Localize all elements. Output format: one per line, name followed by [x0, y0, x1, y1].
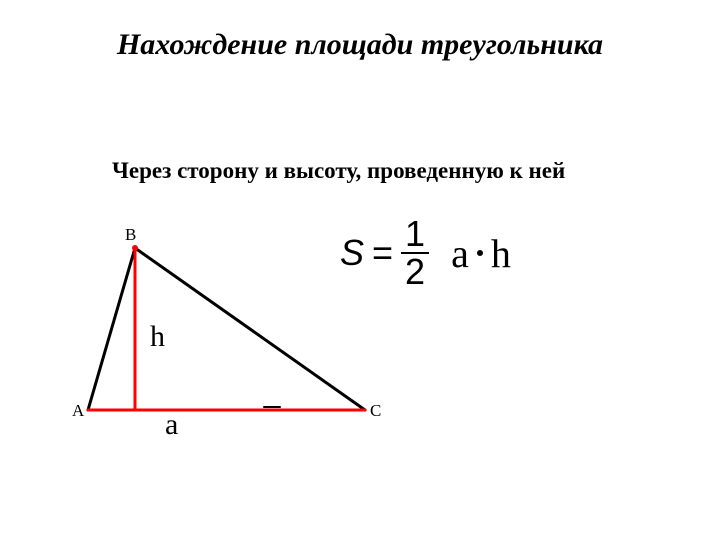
- page: Нахождение площади треугольника Через ст…: [0, 0, 720, 540]
- side-AB: [88, 248, 135, 410]
- subtitle: Через сторону и высоту, проведенную к не…: [112, 158, 565, 184]
- base-label-a: a: [165, 408, 178, 442]
- page-title: Нахождение площади треугольника: [0, 28, 720, 62]
- height-label-h: h: [150, 320, 165, 354]
- formula-fraction: 1 2: [401, 216, 429, 290]
- side-BC: [135, 248, 365, 410]
- formula-frac-num: 1: [401, 216, 429, 252]
- formula-frac-den: 2: [401, 254, 429, 290]
- triangle-svg: [70, 230, 390, 450]
- vertex-label-C: C: [370, 401, 381, 421]
- vertex-B-dot: [132, 245, 138, 251]
- vertex-label-B: B: [125, 225, 136, 245]
- formula-h: h: [491, 230, 511, 277]
- vertex-label-A: A: [72, 401, 84, 421]
- dot-icon: [477, 250, 483, 256]
- formula-a: a: [451, 230, 469, 277]
- triangle-diagram: A B C h a: [70, 230, 390, 450]
